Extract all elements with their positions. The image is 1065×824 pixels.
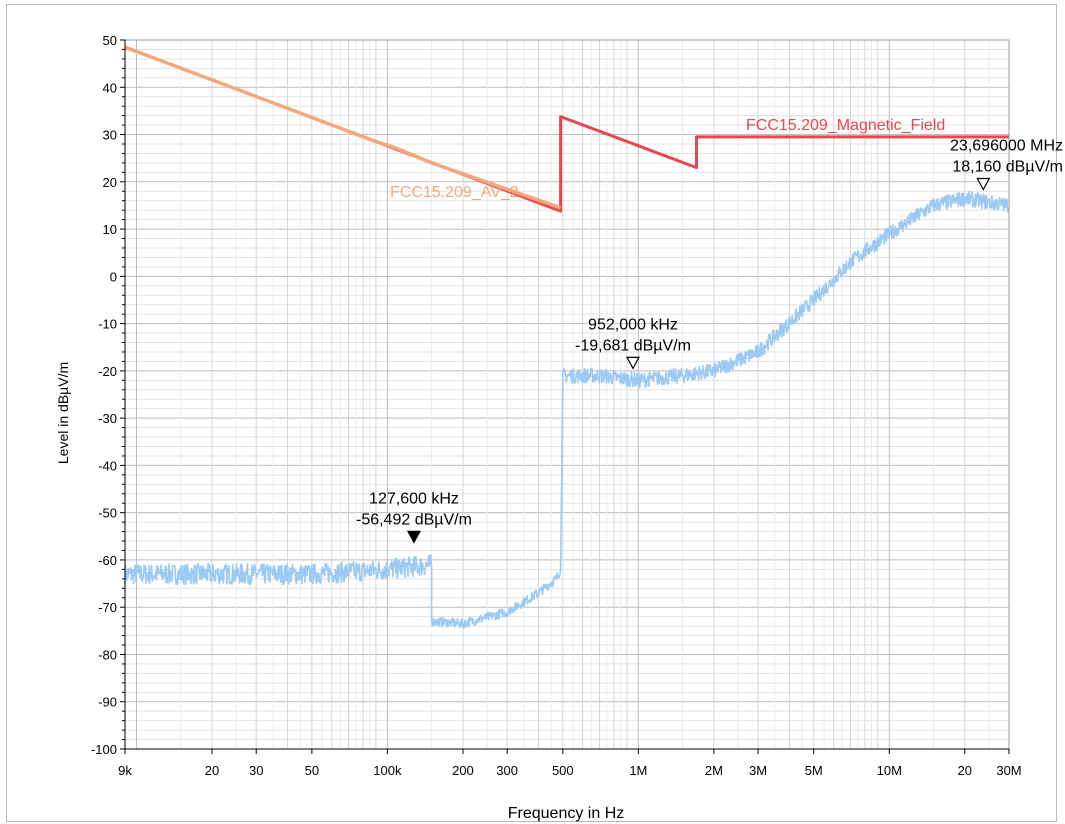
x-tick-label: 3M	[749, 763, 767, 778]
y-tick-label: -70	[98, 600, 117, 615]
y-tick-label: 40	[103, 80, 117, 95]
x-tick-label: 10M	[877, 763, 902, 778]
y-tick-label: -30	[98, 411, 117, 426]
x-tick-label: 300	[496, 763, 518, 778]
x-tick-label: 500	[552, 763, 574, 778]
marker-triangle	[406, 530, 421, 544]
axes: 50 40 30 20 10 0 -10 -20 -30 -40 -50 -60 -70 -80 -90 -1…	[91, 33, 1022, 778]
marker-level-label: -19,681 dBµV/m	[575, 337, 691, 354]
y-tick-label: -50	[98, 506, 117, 521]
marker-triangle	[625, 356, 640, 370]
y-tick-label: 30	[103, 128, 117, 143]
marker-level-label: -56,492 dBµV/m	[356, 511, 472, 528]
y-tick-label: -10	[98, 317, 117, 332]
series-label-av: FCC15.209_AV_2	[390, 184, 519, 201]
x-tick-label: 2M	[705, 763, 723, 778]
marker-level-label: 18,160 dBµV/m	[952, 158, 1063, 175]
series-line-measurement	[124, 190, 1010, 629]
x-tick-label: 100k	[373, 763, 402, 778]
x-tick-label: 20	[205, 763, 219, 778]
x-tick-label: 1M	[629, 763, 647, 778]
y-tick-label: 20	[103, 175, 117, 190]
y-tick-label: 50	[103, 33, 117, 48]
x-tick-label: 9k	[118, 763, 132, 778]
y-tick-label: -80	[98, 647, 117, 662]
marker-frequency-label: 23,696000 MHz	[950, 137, 1063, 154]
label-group: FCC15.209_Magnetic_Field FCC15.209_AV_2 12…	[356, 117, 1063, 528]
x-tick-label: 50	[305, 763, 319, 778]
x-tick-label: 200	[452, 763, 474, 778]
x-tick-label: 5M	[805, 763, 823, 778]
x-tick-label: 30M	[996, 763, 1021, 778]
x-tick-label: 20	[958, 763, 972, 778]
y-tick-label: -40	[98, 458, 117, 473]
marker-triangle	[976, 177, 991, 191]
series-label-magnetic-field: FCC15.209_Magnetic_Field	[746, 117, 945, 134]
marker-frequency-label: 127,600 kHz	[369, 490, 459, 507]
y-tick-label: -60	[98, 553, 117, 568]
y-tick-label: -20	[98, 364, 117, 379]
grid	[124, 39, 1010, 750]
marker-group	[406, 177, 991, 544]
y-axis-title: Level in dBµV/m	[55, 362, 71, 464]
plot-border	[124, 39, 1010, 750]
y-tick-label: 0	[110, 269, 117, 284]
marker-frequency-label: 952,000 kHz	[588, 316, 678, 333]
chart-frame	[6, 4, 1057, 822]
y-tick-label: 10	[103, 222, 117, 237]
y-tick-label: -90	[98, 695, 117, 710]
x-tick-label: 30	[249, 763, 263, 778]
y-tick-label: -100	[91, 742, 117, 757]
series-line-av	[124, 45, 562, 210]
series-group	[124, 45, 1010, 629]
x-axis-title: Frequency in Hz	[508, 805, 625, 822]
